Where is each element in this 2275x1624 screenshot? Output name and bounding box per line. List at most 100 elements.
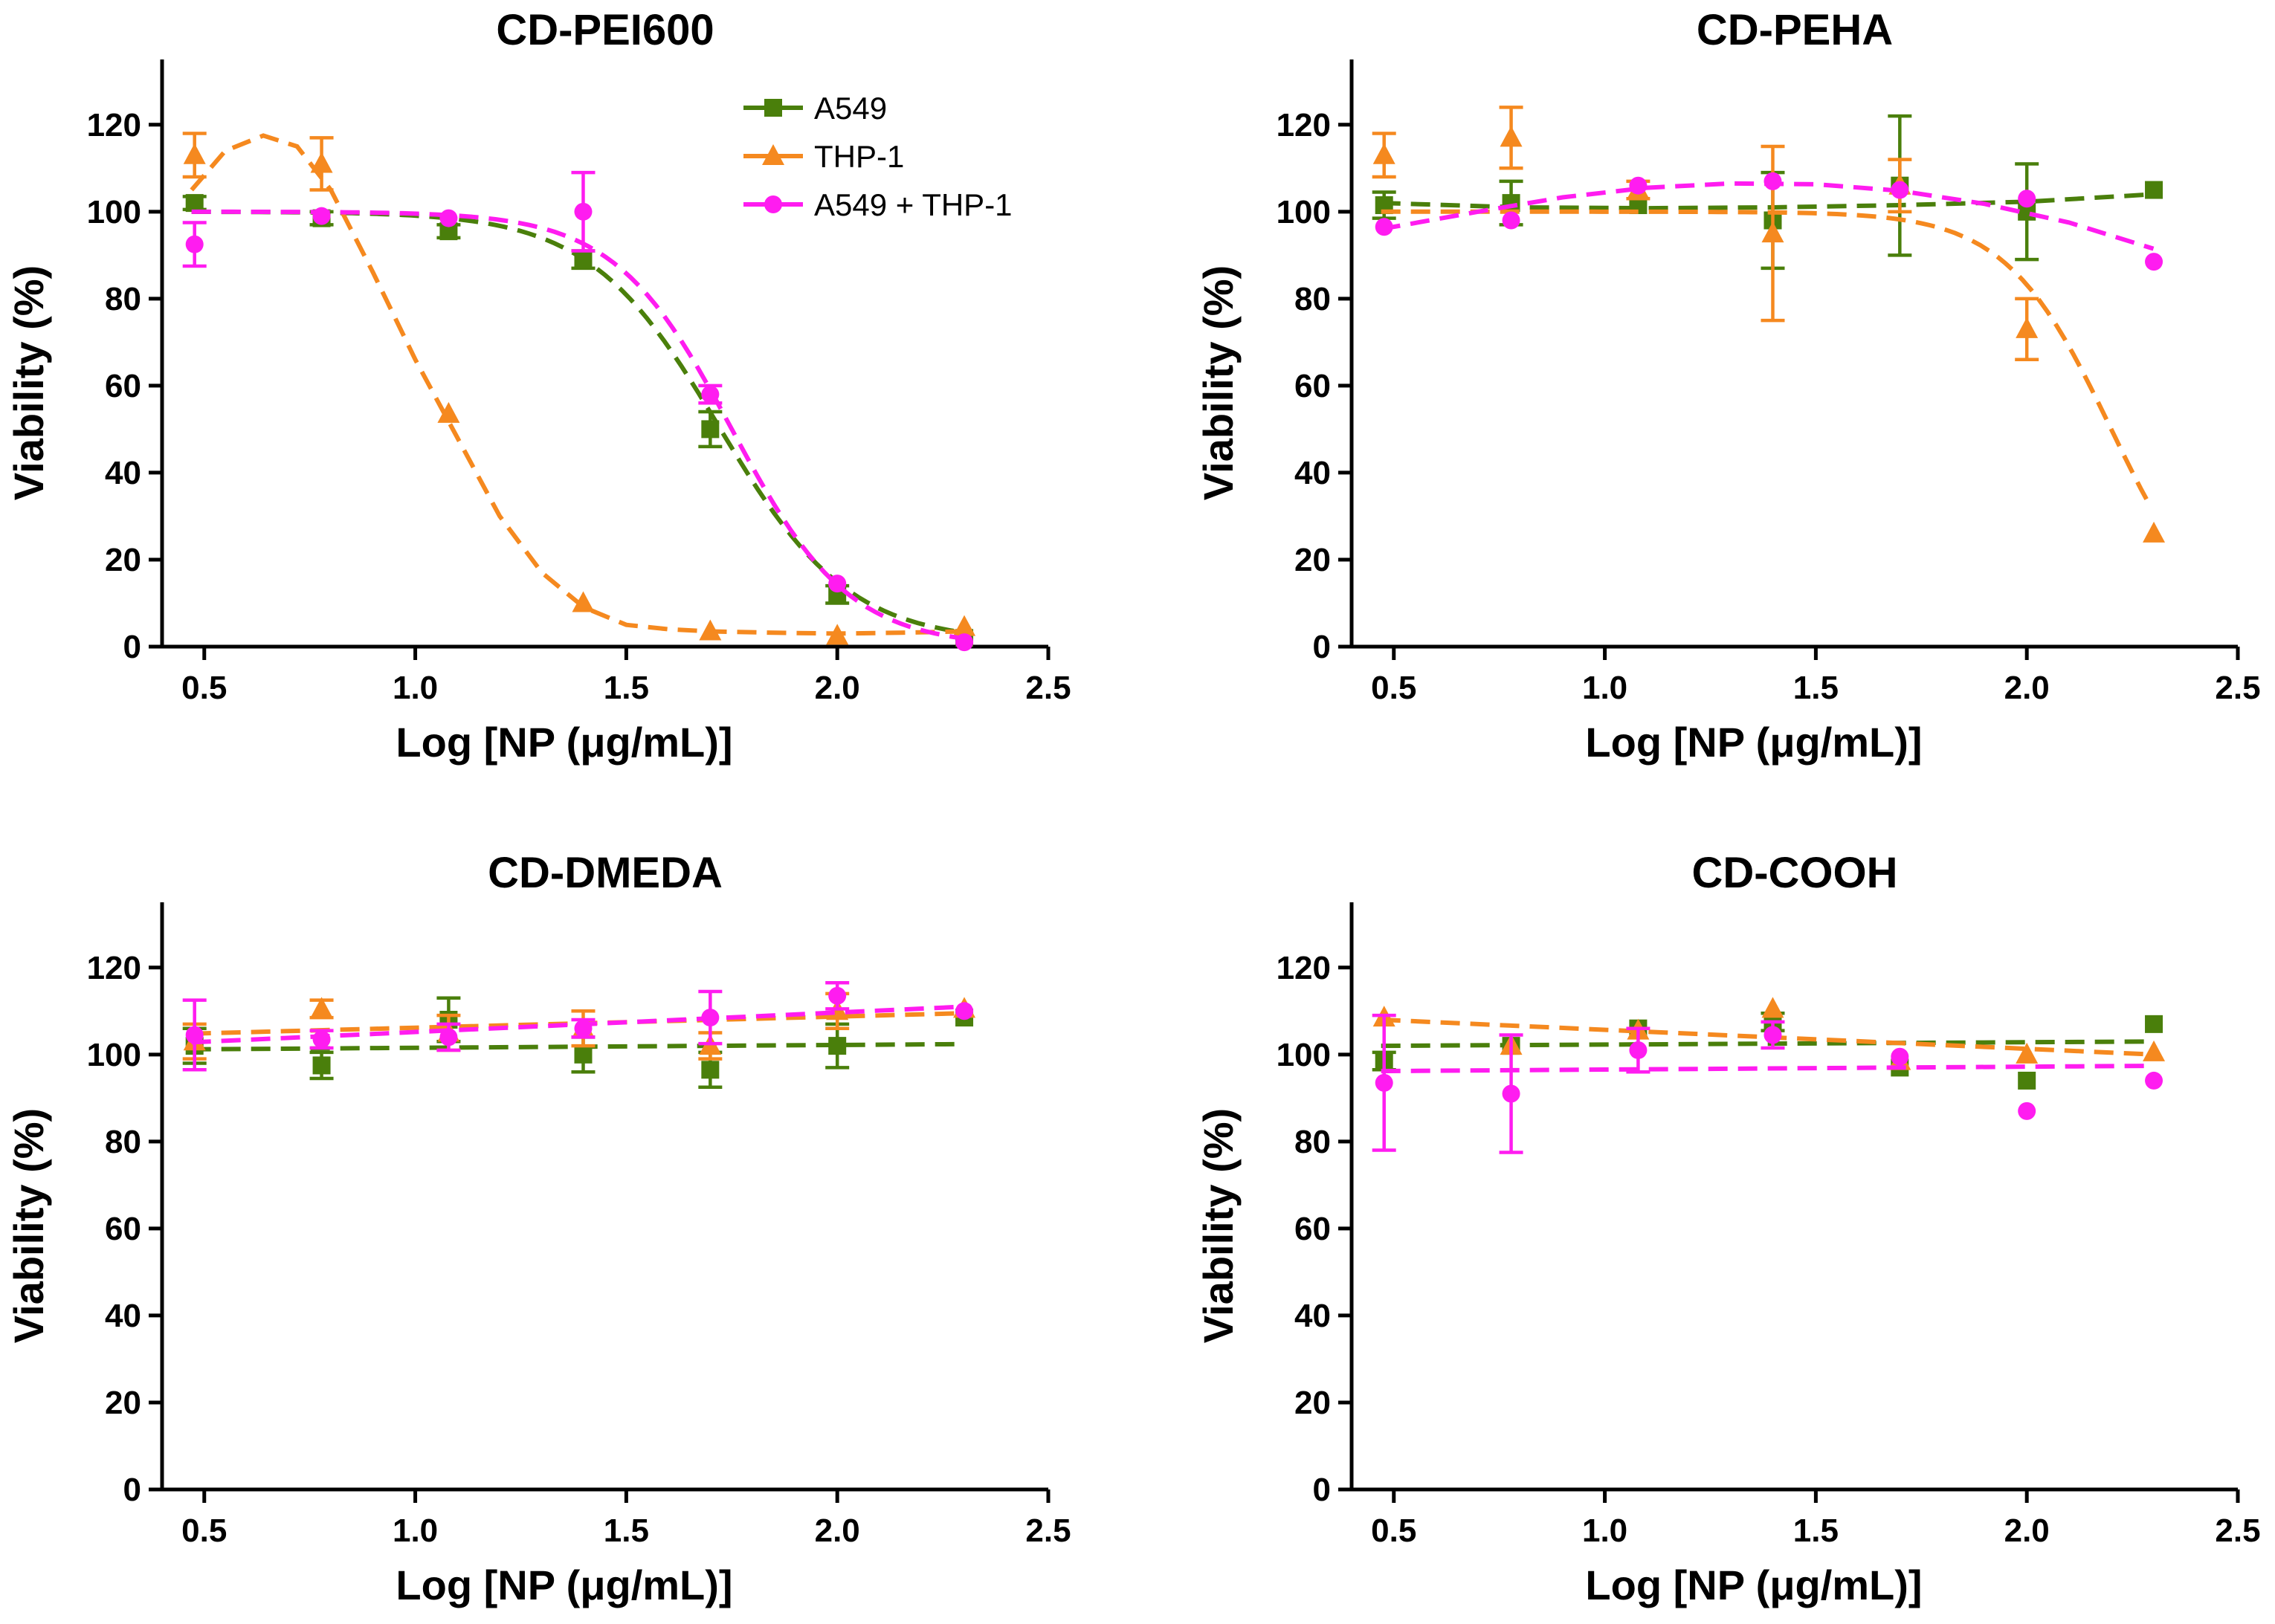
legend-swatch-marker bbox=[764, 195, 782, 213]
data-point bbox=[828, 1037, 847, 1055]
y-tick-label: 60 bbox=[1294, 368, 1331, 404]
data-point bbox=[310, 152, 333, 173]
data-point bbox=[574, 1019, 593, 1038]
chart-panel-1: CD-PEI600 0 20 40 60 80 100 120 0.5 1.0 1.5 2.0 2.5 L… bbox=[5, 6, 1071, 766]
chart-panel-3: CD-DMEDA 0 20 40 60 80 100 120 0.5 1.0 1.5 2.0 2.5 Lo… bbox=[5, 849, 1071, 1608]
y-tick-label: 80 bbox=[105, 281, 141, 317]
fit-curve bbox=[191, 210, 961, 635]
y-tick-label: 100 bbox=[1277, 194, 1331, 230]
fit-curve bbox=[190, 133, 964, 636]
x-axis-label: Log [NP (μg/mL)] bbox=[1585, 1562, 1922, 1608]
y-tick-label: 60 bbox=[105, 1211, 141, 1247]
data-point bbox=[955, 633, 974, 652]
data-point bbox=[1891, 1047, 1909, 1066]
data-point bbox=[955, 1002, 974, 1020]
data-point bbox=[701, 1061, 720, 1079]
legend-swatch-marker bbox=[762, 144, 784, 165]
data-point bbox=[2145, 1071, 2163, 1090]
data-point bbox=[2145, 253, 2163, 271]
series-a549-thp-1 bbox=[182, 170, 974, 652]
y-tick-label: 80 bbox=[105, 1124, 141, 1160]
series-a549 bbox=[182, 194, 974, 647]
data-point bbox=[828, 575, 847, 593]
chart-title: CD-DMEDA bbox=[488, 849, 723, 897]
fit-curve bbox=[1381, 209, 2152, 505]
y-tick-label: 120 bbox=[87, 950, 141, 986]
data-point bbox=[574, 202, 593, 221]
data-point bbox=[439, 209, 458, 227]
x-tick-label: 2.5 bbox=[1025, 1513, 1071, 1549]
y-tick-label: 100 bbox=[87, 1037, 141, 1073]
fit-curve bbox=[191, 209, 961, 641]
fit-curve bbox=[1381, 1039, 2154, 1049]
data-point bbox=[312, 1056, 331, 1075]
data-point bbox=[1763, 1026, 1782, 1044]
legend: A549 THP-1 A549 + THP-1 bbox=[743, 91, 1013, 222]
x-tick-label: 0.5 bbox=[181, 670, 227, 706]
data-point bbox=[1763, 172, 1782, 190]
data-point bbox=[2016, 317, 2039, 338]
data-point bbox=[437, 401, 460, 423]
data-point bbox=[1629, 1041, 1648, 1059]
y-tick-label: 40 bbox=[105, 1298, 141, 1334]
data-point bbox=[312, 1030, 331, 1049]
data-point bbox=[1629, 176, 1648, 195]
series-thp-1 bbox=[182, 132, 976, 645]
x-tick-label: 2.5 bbox=[2215, 670, 2260, 706]
chart-panel-2: CD-PEHA 0 20 40 60 80 100 120 0.5 1.0 1.5 2.0 2.5 Log… bbox=[1195, 6, 2261, 766]
legend-label: THP-1 bbox=[814, 139, 904, 174]
y-tick-label: 80 bbox=[1294, 281, 1331, 317]
data-point bbox=[1375, 218, 1393, 236]
data-point bbox=[1761, 221, 1784, 243]
data-point bbox=[828, 986, 847, 1005]
x-tick-label: 2.0 bbox=[2004, 1513, 2050, 1549]
x-axis-label: Log [NP (μg/mL)] bbox=[1585, 719, 1922, 766]
y-tick-label: 20 bbox=[105, 542, 141, 578]
legend-label: A549 bbox=[814, 91, 887, 126]
data-point bbox=[2145, 1015, 2163, 1033]
y-tick-label: 0 bbox=[123, 629, 141, 665]
data-point bbox=[2143, 1040, 2166, 1061]
chart-title: CD-PEI600 bbox=[496, 6, 714, 54]
y-axis-label: Viability (%) bbox=[5, 1108, 52, 1343]
data-point bbox=[1502, 211, 1520, 230]
x-axis-label: Log [NP (μg/mL)] bbox=[396, 1562, 732, 1608]
data-point bbox=[2145, 181, 2163, 199]
data-point bbox=[2018, 1071, 2036, 1090]
y-tick-label: 20 bbox=[1294, 542, 1331, 578]
fit-curve bbox=[1381, 1064, 2154, 1074]
x-tick-label: 2.0 bbox=[815, 1513, 860, 1549]
y-tick-label: 20 bbox=[105, 1385, 141, 1421]
data-point bbox=[701, 1009, 720, 1027]
y-tick-label: 100 bbox=[1277, 1037, 1331, 1073]
series-a549 bbox=[1372, 114, 2163, 271]
x-tick-label: 0.5 bbox=[1371, 1513, 1416, 1549]
data-point bbox=[183, 143, 206, 164]
y-tick-label: 60 bbox=[105, 368, 141, 404]
x-tick-label: 2.5 bbox=[2215, 1513, 2260, 1549]
data-point bbox=[310, 997, 333, 1018]
x-tick-label: 1.5 bbox=[1793, 1513, 1839, 1549]
data-point bbox=[701, 385, 720, 404]
x-tick-label: 1.5 bbox=[1793, 670, 1839, 706]
legend-label: A549 + THP-1 bbox=[814, 187, 1013, 222]
x-tick-label: 1.5 bbox=[604, 670, 649, 706]
x-tick-label: 1.0 bbox=[393, 1513, 438, 1549]
x-tick-label: 1.0 bbox=[1582, 670, 1627, 706]
chart-title: CD-COOH bbox=[1691, 849, 1897, 897]
data-point bbox=[1891, 181, 1909, 199]
y-axis-label: Viability (%) bbox=[5, 265, 52, 500]
data-point bbox=[1375, 1073, 1393, 1092]
y-axis-label: Viability (%) bbox=[1195, 265, 1242, 500]
data-point bbox=[2143, 521, 2166, 543]
x-tick-label: 1.0 bbox=[1582, 1513, 1627, 1549]
data-point bbox=[574, 250, 593, 269]
data-point bbox=[185, 235, 204, 253]
x-tick-label: 2.0 bbox=[2004, 670, 2050, 706]
data-point bbox=[185, 194, 204, 213]
y-tick-label: 120 bbox=[1277, 107, 1331, 143]
data-point bbox=[2018, 1101, 2036, 1120]
x-tick-label: 2.5 bbox=[1025, 670, 1071, 706]
data-point bbox=[312, 207, 331, 225]
y-tick-label: 40 bbox=[1294, 455, 1331, 491]
